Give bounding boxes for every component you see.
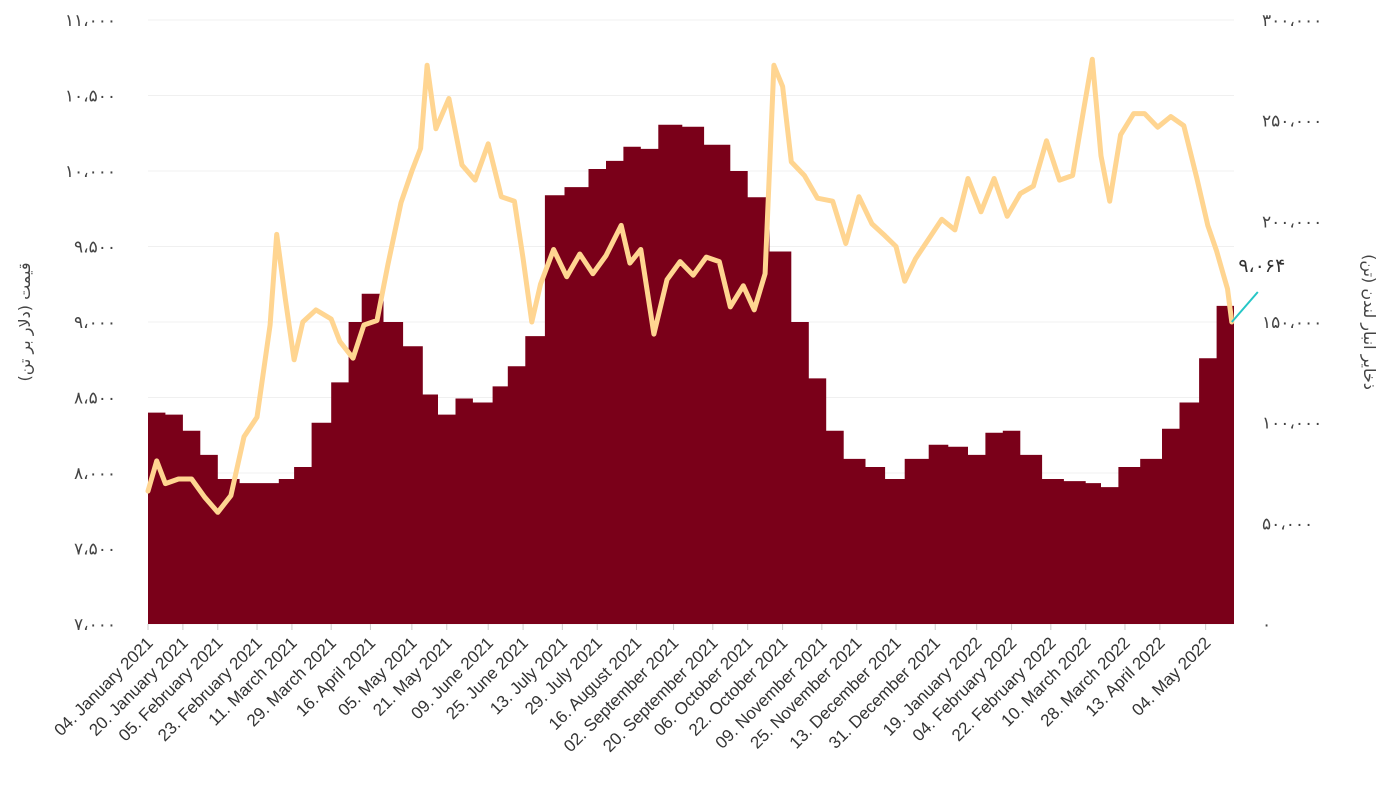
right-tick-label: ۵۰،۰۰۰ (1262, 514, 1313, 534)
right-tick-label: ۲۰۰،۰۰۰ (1262, 212, 1322, 232)
callout-connector (1231, 291, 1259, 323)
callout-value: ۹،۰۶۴ (1238, 255, 1285, 277)
left-tick-label: ۷،۰۰۰ (74, 615, 116, 635)
right-axis-ticks: ۰ ۵۰،۰۰۰ ۱۰۰،۰۰۰ ۱۵۰،۰۰۰ ۲۰۰،۰۰۰ ۲۵۰،۰۰۰ ۳۰۰،۰… (1262, 11, 1322, 635)
left-tick-label: ۹،۵۰۰ (74, 238, 116, 258)
left-tick-label: ۸،۵۰۰ (74, 389, 116, 409)
right-tick-label: ۱۵۰،۰۰۰ (1262, 313, 1322, 333)
left-tick-label: ۷،۵۰۰ (74, 540, 116, 560)
left-axis-title: قیمت (دلار بر تن) (15, 262, 35, 381)
inventory-area-series (148, 124, 1234, 624)
last-value-callout: ۹،۰۶۴ (1231, 255, 1285, 323)
right-tick-label: ۳۰۰،۰۰۰ (1262, 11, 1322, 31)
inventory-area (148, 124, 1234, 624)
right-tick-label: ۲۵۰،۰۰۰ (1262, 112, 1322, 132)
price-line (145, 56, 1235, 515)
left-tick-label: ۸،۰۰۰ (74, 464, 116, 484)
left-tick-label: ۹،۰۰۰ (74, 313, 116, 333)
right-tick-label: ۱۰۰،۰۰۰ (1262, 414, 1322, 434)
left-axis-ticks: ۷،۰۰۰ ۷،۵۰۰ ۸،۰۰۰ ۸،۵۰۰ ۹،۰۰۰ ۹،۵۰۰ ۱۰،۰۰۰ ۱۰،۵… (65, 11, 116, 635)
right-axis-title: ذخایر انبار لندن (تن) (1359, 254, 1379, 390)
left-tick-label: ۱۱،۰۰۰ (65, 11, 116, 31)
left-tick-label: ۱۰،۵۰۰ (65, 87, 116, 107)
right-tick-label: ۰ (1262, 615, 1271, 635)
price-line-series (145, 56, 1235, 515)
left-tick-label: ۱۰،۰۰۰ (65, 162, 116, 182)
